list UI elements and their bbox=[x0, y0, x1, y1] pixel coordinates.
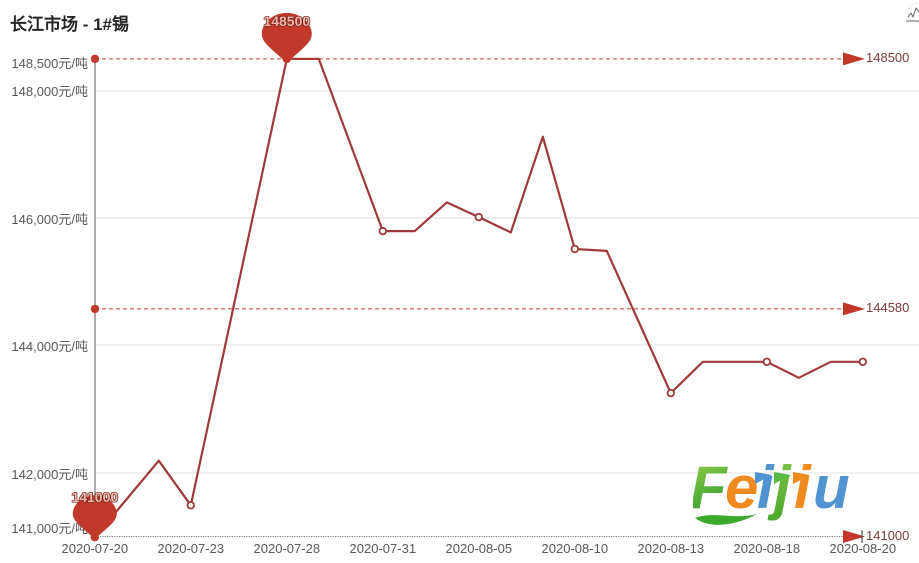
svg-text:i: i bbox=[794, 454, 812, 521]
svg-text:e: e bbox=[725, 454, 758, 521]
svg-text:i: i bbox=[757, 454, 775, 521]
svg-text:u: u bbox=[813, 454, 850, 521]
svg-text:F: F bbox=[693, 454, 728, 521]
